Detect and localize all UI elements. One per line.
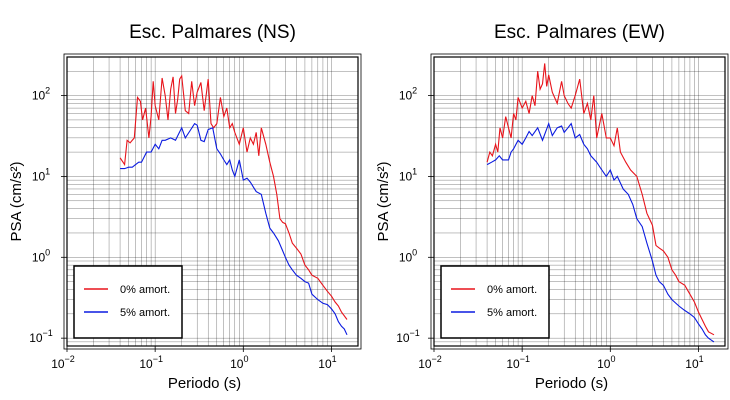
series-line-1 [119,74,348,320]
legend: 0% amort. 5% amort. [440,265,550,339]
y-tick-label: 102 [32,86,50,103]
chart-title: Esc. Palmares (EW) [494,22,665,43]
y-tick-label: 100 [32,247,50,264]
y-tick-label: 101 [399,166,417,183]
plot-frame-outer [63,53,362,350]
series-line-2 [120,122,348,336]
plot-frame [66,56,359,347]
y-axis-label: PSA (cm/s²) [8,161,25,241]
tick-marks [428,95,699,352]
panel-2: 10−2 10−1 100 101 10−1 100 101 102 Esc. Palmares… [375,22,729,392]
y-axis-label: PSA (cm/s²) [375,161,392,241]
series-line-2 [486,121,715,343]
y-tick-label: 100 [399,247,417,264]
series-line-1 [486,63,715,336]
y-tick-label: 10−1 [29,328,53,345]
y-tick-label: 102 [399,86,417,103]
x-tick-label: 101 [685,354,703,371]
y-tick-label: 10−1 [396,328,420,345]
panel-1: 10−2 10−1 100 101 10−1 100 101 102 Esc. Palmares… [8,22,362,392]
y-tick-label: 101 [32,166,50,183]
tick-marks [61,95,332,352]
plot-frame-outer [430,53,729,350]
legend-label-2: 5% amort. [120,307,170,319]
x-tick-label: 10−2 [51,354,75,371]
x-axis-label: Periodo (s) [535,375,608,392]
plot-frame [433,56,726,347]
legend-box [440,265,550,339]
legend-label-1: 0% amort. [120,284,170,296]
x-tick-label: 10−1 [506,354,530,371]
legend-box [73,265,183,339]
x-tick-label: 10−2 [418,354,442,371]
legend: 0% amort. 5% amort. [73,265,183,339]
x-tick-label: 10−1 [139,354,163,371]
legend-label-1: 0% amort. [487,284,537,296]
legend-label-2: 5% amort. [487,307,537,319]
x-axis-label: Periodo (s) [168,375,241,392]
chart-title: Esc. Palmares (NS) [129,22,296,43]
x-tick-label: 101 [318,354,336,371]
grid [67,57,358,346]
x-tick-label: 100 [230,354,248,371]
x-tick-label: 100 [597,354,615,371]
